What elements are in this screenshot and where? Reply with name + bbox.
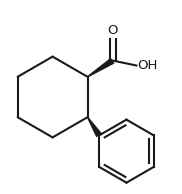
Polygon shape bbox=[87, 58, 114, 77]
Text: OH: OH bbox=[137, 59, 158, 72]
Polygon shape bbox=[87, 117, 102, 137]
Text: O: O bbox=[107, 24, 118, 37]
